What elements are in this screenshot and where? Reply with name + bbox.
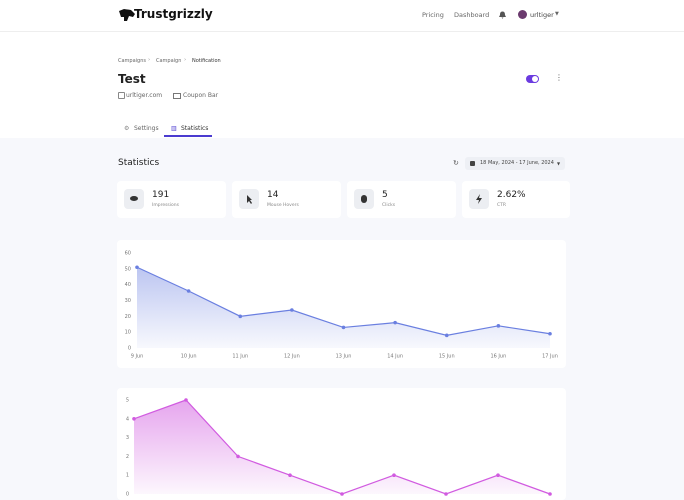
stat-value: 14 (267, 190, 279, 200)
y-tick-label: 4 (126, 416, 129, 422)
stat-label: Impressions (152, 203, 179, 208)
point (236, 454, 240, 459)
breadcrumb-item: Notification (192, 58, 221, 64)
point (238, 314, 243, 319)
nav-link[interactable]: Dashboard (454, 11, 490, 19)
x-tick-label: 14 Jun (387, 354, 403, 360)
tab-icon: ⚙ (124, 125, 130, 132)
point (341, 325, 346, 330)
calendar-icon (470, 161, 475, 166)
y-tick-label: 5 (126, 398, 129, 404)
stat-icon (469, 189, 489, 209)
menu[interactable]: ⋮ (555, 73, 563, 82)
stat-label: Clicks (382, 203, 396, 208)
y-tick-label: 40 (125, 282, 131, 288)
point (496, 324, 501, 328)
type-icon (173, 93, 181, 99)
toggle[interactable] (526, 75, 539, 83)
point (496, 473, 500, 478)
point (444, 492, 448, 496)
point (288, 473, 292, 478)
tab-icon: ▥ (171, 125, 177, 132)
point (184, 398, 188, 402)
y-tick-label: 3 (126, 435, 129, 441)
x-tick-label: 17 Jun (542, 354, 558, 360)
tab-underline (164, 135, 212, 137)
y-tick-label: 0 (126, 492, 129, 498)
site-icon (118, 92, 125, 99)
point (393, 320, 397, 325)
breadcrumb-sep: › (148, 57, 151, 63)
stat-value: 191 (152, 190, 170, 200)
stat-value: 5 (382, 190, 388, 200)
site: urltiger.com (126, 92, 163, 99)
refresh[interactable]: ↻ (453, 159, 459, 167)
point (548, 331, 552, 336)
stat-icon (239, 189, 259, 209)
stat-icon (124, 189, 144, 209)
point (132, 417, 136, 421)
point (135, 265, 139, 270)
avatar[interactable] (518, 10, 527, 19)
point (340, 492, 344, 496)
breadcrumb-item[interactable]: Campaign (156, 58, 182, 64)
date-picker[interactable] (465, 157, 565, 170)
y-tick-label: 50 (125, 266, 131, 272)
header-divider (0, 31, 684, 32)
point (548, 492, 552, 496)
x-tick-label: 16 Jun (490, 354, 506, 360)
section-title: Statistics (118, 158, 160, 168)
x-tick-label: 13 Jun (336, 354, 352, 360)
logo[interactable]: Trustgrizzly (134, 7, 213, 21)
y-tick-label: 60 (125, 251, 131, 257)
logo-icon (119, 9, 135, 21)
y-tick-label: 2 (126, 454, 129, 460)
y-tick-label: 1 (126, 473, 129, 479)
y-tick-label: 30 (125, 298, 131, 304)
page-title: Test (118, 72, 146, 86)
x-tick-label: 10 Jun (181, 354, 197, 360)
point (444, 333, 449, 338)
bell-icon[interactable] (499, 11, 506, 19)
tab-active[interactable]: Statistics (181, 125, 209, 132)
caret[interactable]: ▼ (555, 11, 559, 17)
tab[interactable]: Settings (134, 125, 159, 132)
x-tick-label: 9 Jun (131, 354, 144, 360)
x-tick-label: 15 Jun (439, 354, 455, 360)
breadcrumb-item[interactable]: Campaigns (118, 58, 147, 64)
type: Coupon Bar (183, 92, 219, 99)
x-tick-label: 12 Jun (284, 354, 300, 360)
y-tick-label: 20 (125, 314, 131, 320)
area (137, 267, 550, 348)
point (392, 473, 396, 478)
x-tick-label: 11 Jun (232, 354, 248, 360)
y-tick-label: 10 (125, 330, 131, 336)
user-name[interactable]: urltiger (530, 11, 554, 19)
stat-icon (354, 189, 374, 209)
area (134, 400, 550, 494)
stat-label: Mouse Hovers (267, 203, 299, 208)
breadcrumb-sep: › (184, 57, 187, 63)
caret: ▼ (557, 161, 561, 166)
date-range[interactable]: 18 May, 2024 - 17 June, 2024 (480, 160, 554, 166)
nav-link[interactable]: Pricing (422, 11, 444, 19)
stat-label: CTR (497, 203, 507, 208)
stat-value: 2.62% (497, 190, 526, 200)
point (186, 289, 191, 293)
point (290, 308, 294, 312)
y-tick-label: 0 (128, 346, 131, 352)
